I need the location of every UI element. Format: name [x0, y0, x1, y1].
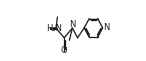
- Text: H₂N: H₂N: [46, 24, 62, 33]
- Text: N: N: [69, 20, 76, 29]
- Text: N: N: [103, 23, 110, 32]
- Text: O: O: [61, 46, 67, 55]
